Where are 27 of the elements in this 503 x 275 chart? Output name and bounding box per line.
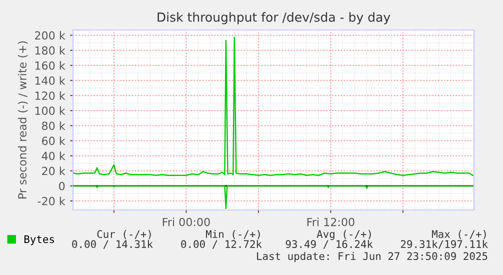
y-axis-title: Pr second read (-) / write (+) (18, 41, 28, 199)
y-tick-label: 100 k (35, 106, 66, 115)
y-tick-label: 200 k (35, 31, 66, 40)
y-tick-label: 180 k (35, 46, 66, 55)
text: Avg (-/+) (316, 230, 371, 240)
y-tick-label: 40 k (42, 152, 66, 160)
text: Last update: Fri Jun 27 23:50:09 2025 (257, 252, 488, 262)
y-tick-label: 0 (59, 182, 65, 190)
line-series (73, 36, 474, 176)
text: Max (-/+) (432, 230, 486, 240)
y-tick-label: 20 k (42, 166, 66, 176)
text: 0.00 / 14.31k (72, 240, 153, 249)
text: 93.49 / 16.24k (286, 240, 373, 249)
y-tick-label: 120 k (35, 91, 66, 100)
text: Cur (-/+) (97, 230, 151, 240)
x-tick-label: Fri 00:00 (162, 218, 210, 226)
chart-title: Disk throughput for /dev/sda - by day (158, 12, 390, 24)
text: 29.31k/197.11k (400, 240, 488, 249)
y-tick-label: 80 k (42, 121, 66, 130)
legend-label: Bytes (24, 235, 54, 246)
text: Min (-/+) (206, 230, 260, 240)
y-tick-label: -20 k (38, 196, 66, 206)
text: 0.00 / 12.72k (181, 240, 262, 249)
y-tick-label: 60 k (42, 136, 66, 146)
x-tick-label: Fri 12:00 (307, 218, 354, 226)
y-tick-label: 160 k (35, 61, 66, 70)
y-tick-label: 140 k (35, 76, 66, 85)
